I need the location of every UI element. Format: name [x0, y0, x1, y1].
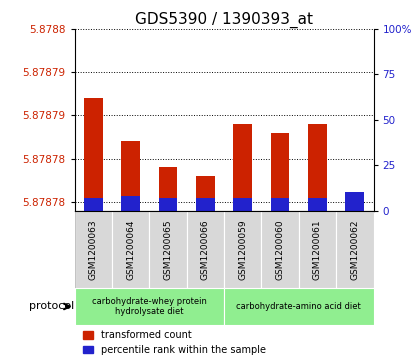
Text: carbohydrate-amino acid diet: carbohydrate-amino acid diet	[237, 302, 361, 311]
Bar	[345, 193, 364, 211]
Text: GSM1200063: GSM1200063	[89, 219, 98, 280]
Bar	[271, 197, 290, 211]
Bar	[159, 197, 178, 211]
Text: GSM1200059: GSM1200059	[238, 219, 247, 280]
Bar	[196, 176, 215, 211]
Bar	[196, 197, 215, 211]
Bar	[159, 167, 178, 211]
Bar	[187, 211, 224, 288]
Legend: transformed count, percentile rank within the sample: transformed count, percentile rank withi…	[80, 326, 270, 359]
Bar	[308, 124, 327, 211]
Bar	[84, 98, 103, 211]
Text: GSM1200061: GSM1200061	[313, 219, 322, 280]
Bar	[121, 196, 140, 211]
Text: carbohydrate-whey protein
hydrolysate diet: carbohydrate-whey protein hydrolysate di…	[92, 297, 207, 316]
Bar	[224, 211, 261, 288]
Bar	[308, 197, 327, 211]
Bar	[345, 192, 364, 211]
Text: protocol: protocol	[29, 302, 75, 311]
Bar	[75, 211, 112, 288]
Bar	[224, 288, 374, 325]
Title: GDS5390 / 1390393_at: GDS5390 / 1390393_at	[135, 12, 313, 28]
Bar	[121, 142, 140, 211]
Bar	[271, 133, 290, 211]
Text: GSM1200065: GSM1200065	[164, 219, 173, 280]
Text: GSM1200062: GSM1200062	[350, 219, 359, 280]
Bar	[233, 197, 252, 211]
Text: GSM1200064: GSM1200064	[126, 219, 135, 280]
Bar	[261, 211, 299, 288]
Text: GSM1200060: GSM1200060	[276, 219, 285, 280]
Bar	[84, 197, 103, 211]
Text: GSM1200066: GSM1200066	[201, 219, 210, 280]
Bar	[233, 124, 252, 211]
Bar	[112, 211, 149, 288]
Bar	[75, 288, 224, 325]
Bar	[149, 211, 187, 288]
Bar	[299, 211, 336, 288]
Bar	[336, 211, 374, 288]
